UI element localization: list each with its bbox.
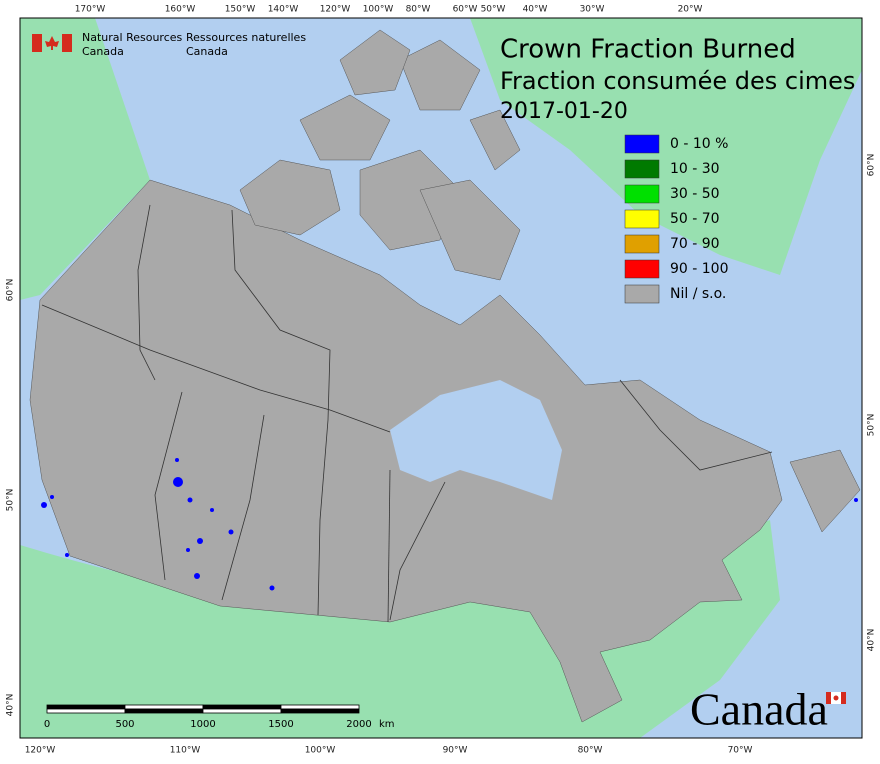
arctic-islands [239, 29, 521, 281]
graticule-labels: 170°W 160°W 150°W 140°W 120°W 100°W 80°W 60°W 50… [6, 5, 877, 756]
wordmark: Canada [690, 684, 846, 735]
map-area [19, 17, 863, 739]
scale-segment [202, 704, 282, 710]
legend-swatch [624, 284, 660, 304]
hudson-bay [390, 380, 562, 500]
scale-segment [280, 704, 360, 710]
graticule-label: 40°N [6, 694, 16, 717]
graticule-label: 120°W [25, 746, 56, 756]
scale-segment [46, 708, 126, 714]
graticule-label: 90°W [443, 746, 468, 756]
graticule-label: 40°W [523, 5, 548, 15]
legend-swatch [624, 134, 660, 154]
graticule-label: 150°W [225, 5, 256, 15]
graticule-label: 80°W [578, 746, 603, 756]
graticule-label: 60°N [6, 279, 16, 302]
legend-swatch [624, 259, 660, 279]
legend-swatch [624, 184, 660, 204]
map-frame [19, 17, 863, 739]
legend-label: 0 - 10 % [670, 136, 728, 152]
graticule-label: 20°W [678, 5, 703, 15]
scale-label: 0 [44, 719, 50, 730]
newfoundland [789, 449, 861, 533]
graticule-label: 50°N [6, 489, 16, 512]
legend-label: 10 - 30 [670, 161, 720, 177]
graticule-label: 30°W [580, 5, 605, 15]
agency-en: Canada [82, 45, 124, 58]
scale-segment [124, 708, 204, 714]
date: 2017-01-20 [500, 99, 628, 124]
legend-label: 30 - 50 [670, 186, 720, 202]
graticule-label: 100°W [305, 746, 336, 756]
legend: 0 - 10 % 10 - 30 30 - 50 50 - 70 70 - 90 90 -… [624, 134, 729, 304]
scale-segment [202, 708, 282, 714]
title: Crown Fraction Burned [500, 35, 796, 65]
legend-label: 70 - 90 [670, 236, 720, 252]
graticule-label: 120°W [320, 5, 351, 15]
graticule-label: 60°N [867, 154, 877, 177]
legend-label: 90 - 100 [670, 261, 729, 277]
greenland [470, 18, 862, 275]
graticule-label: 50°N [867, 414, 877, 437]
graticule-label: 160°W [165, 5, 196, 15]
graticule-label: 100°W [363, 5, 394, 15]
scale-label: 2000 [346, 719, 371, 730]
graticule-label: 140°W [268, 5, 299, 15]
scale-label: 1500 [268, 719, 293, 730]
alaska [20, 18, 150, 300]
scale-unit: km [379, 719, 395, 730]
graticule-label: 80°W [406, 5, 431, 15]
maple-leaf [45, 36, 59, 50]
wordmark-leaf [833, 695, 839, 701]
scale-segment [124, 704, 204, 710]
scale-label: 1000 [190, 719, 215, 730]
legend-label: Nil / s.o. [670, 286, 726, 302]
flag-bar [62, 34, 72, 52]
agency-fr: Canada [186, 45, 228, 58]
canada-wordmark: Canada [690, 684, 828, 735]
legend-swatch [624, 159, 660, 179]
graticule-label: 70°W [728, 746, 753, 756]
nrcan-signature: Natural Resources Canada Ressources natu… [32, 31, 306, 58]
legend-swatch [624, 234, 660, 254]
scale-segment [46, 704, 126, 710]
graticule-label: 60°W [453, 5, 478, 15]
fire-spots [41, 458, 858, 591]
agency-en: Natural Resources [82, 31, 183, 44]
scale-bar: 0 500 1000 1500 2000 km [44, 704, 395, 730]
scale-segment [280, 708, 360, 714]
graticule-label: 110°W [170, 746, 201, 756]
graticule-label: 50°W [481, 5, 506, 15]
boundaries [41, 204, 773, 623]
flag-bar [32, 34, 42, 52]
graticule-label: 40°N [867, 629, 877, 652]
subtitle: Fraction consumée des cimes [500, 67, 855, 95]
legend-label: 50 - 70 [670, 211, 720, 227]
legend-swatch [624, 209, 660, 229]
scale-label: 500 [115, 719, 134, 730]
agency-fr: Ressources naturelles [186, 31, 306, 44]
graticule-label: 170°W [75, 5, 106, 15]
